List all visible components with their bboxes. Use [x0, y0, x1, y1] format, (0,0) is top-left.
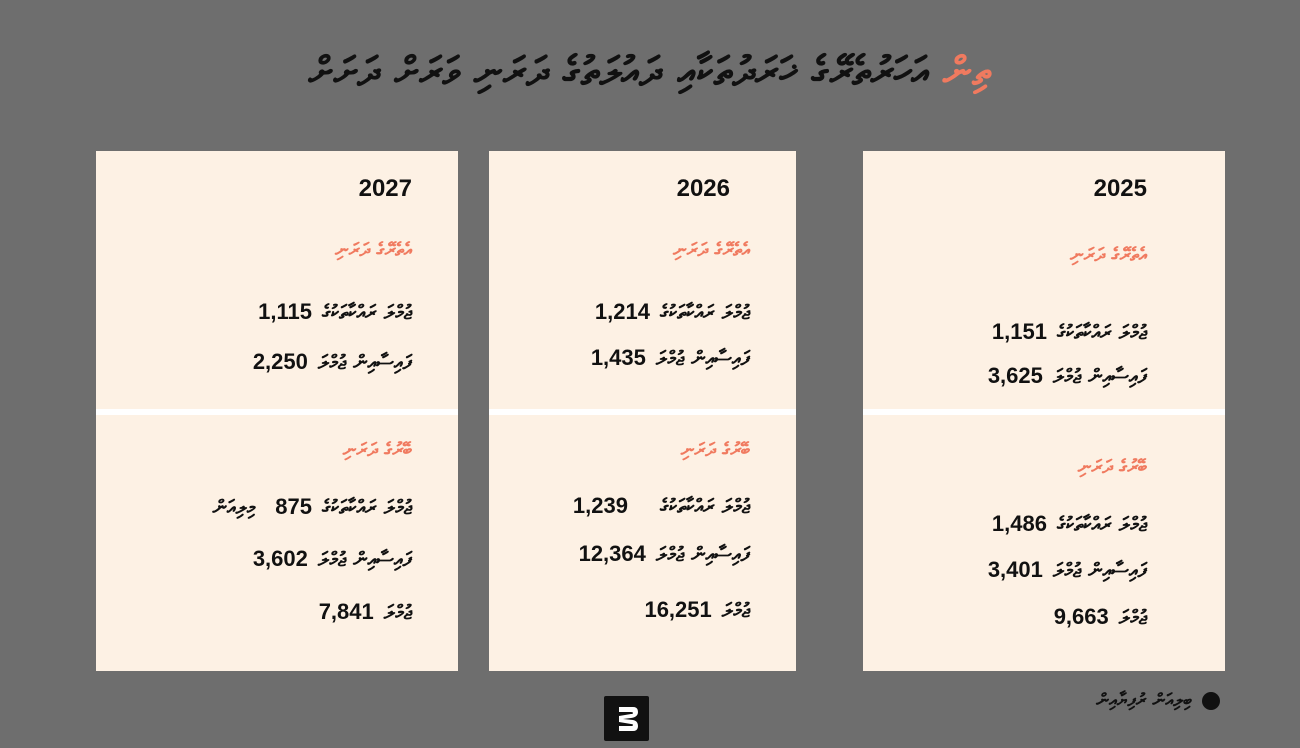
principal-label: ޖުމްލަ ރައްކާތަކުގެ [1056, 320, 1147, 344]
legend-dot-icon [1202, 691, 1220, 710]
domestic-principal-row: ޖުމްލަ ރައްކާތަކުގެ 1,151 [992, 319, 1147, 345]
domestic-interest-row: ފައިސާއިން ޖުމްލަ 3,625 [988, 363, 1147, 389]
domestic-interest-row: ފައިސާއިން ޖުމްލަ 2,250 [253, 349, 412, 375]
total-label: ޖުމްލަ [1118, 605, 1147, 629]
total-row: ޖުމްލަ 16,251 [644, 597, 750, 623]
year-card-2026: 2026 އެތެރޭގެ ދަރަނި ޖުމްލަ ރައްކާތަކުގެ… [489, 151, 796, 671]
brand-logo-icon [604, 696, 649, 741]
foreign-interest-value: 3,602 [252, 546, 308, 571]
interest-label: ފައިސާއިން ޖުމްލަ [1052, 364, 1147, 388]
legend-label: ބިލިއަން ރުފިޔާއިން [1096, 690, 1192, 711]
total-row: ޖުމްލަ 9,663 [1054, 604, 1147, 630]
total-value: 16,251 [644, 597, 712, 622]
foreign-principal-value: 875 [275, 494, 312, 519]
foreign-principal-row: ޖުމްލަ ރައްކާތަކުގެ 1,239 [573, 493, 750, 519]
domestic-principal-value: 1,151 [991, 319, 1047, 344]
domestic-principal-value: 1,214 [594, 299, 650, 324]
brand-logo-glyph-icon [618, 706, 638, 731]
section-divider [863, 409, 1225, 415]
section-divider [489, 409, 796, 415]
interest-label: ފައިސާއިން ޖުމްލަ [1052, 558, 1147, 582]
total-row: ޖުމްލަ 7,841 [319, 599, 412, 625]
interest-label: ފައިސާއިން ޖުމްލަ [317, 350, 412, 374]
principal-label: ޖުމްލަ ރައްކާތަކުގެ [659, 494, 750, 518]
total-value: 7,841 [318, 599, 374, 624]
domestic-interest-row: ފައިސާއިން ޖުމްލަ 1,435 [591, 345, 750, 371]
million-suffix: މިލިއަން [212, 495, 256, 519]
year-card-2027: 2027 އެތެރޭގެ ދަރަނި ޖުމްލަ ރައްކާތަކުގެ… [96, 151, 458, 671]
legend: ބިލިއަން ރުފިޔާއިން [1096, 690, 1220, 711]
foreign-principal-row: ޖުމްލަ ރައްކާތަކުގެ 1,486 [992, 511, 1147, 537]
foreign-principal-value: 1,486 [991, 511, 1047, 536]
domestic-debt-heading: އެތެރޭގެ ދަރަނި [673, 239, 750, 261]
page-title: ތިން އަހަރުތެރޭގެ ޚަރަދުތަކާއި ދައުލަތުގ… [0, 48, 1300, 96]
interest-label: ފައިސާއިން ޖުމްލަ [655, 542, 750, 566]
year-card-2025: 2025 އެތެރޭގެ ދަރަނި ޖުމްލަ ރައްކާތަކުގެ… [863, 151, 1225, 671]
title-accent: ތިން [942, 49, 992, 95]
domestic-principal-row: ޖުމްލަ ރައްކާތަކުގެ 1,214 [595, 299, 750, 325]
interest-label: ފައިސާއިން ޖުމްލަ [317, 547, 412, 571]
foreign-principal-row: ޖުމްލަ ރައްކާތަކުގެ 875 މިލިއަން [213, 494, 412, 520]
total-label: ޖުމްލަ [721, 598, 750, 622]
foreign-interest-row: ފައިސާއިން ޖުމްލަ 12,364 [579, 541, 750, 567]
foreign-interest-value: 12,364 [578, 541, 646, 566]
foreign-debt-heading: ބޭރުގެ ދަރަނި [1077, 456, 1147, 478]
interest-label: ފައިސާއިން ޖުމްލަ [655, 346, 750, 370]
principal-label: ޖުމްލަ ރައްކާތަކުގެ [1056, 512, 1147, 536]
domestic-principal-row: ޖުމްލަ ރައްކާތަކުގެ 1,115 [258, 299, 412, 325]
year-label: 2026 [676, 175, 730, 202]
foreign-debt-heading: ބޭރުގެ ދަރަނި [680, 439, 750, 461]
principal-label: ޖުމްލަ ރައްކާތަކުގެ [321, 495, 412, 519]
year-label: 2025 [1093, 175, 1147, 202]
total-value: 9,663 [1053, 604, 1109, 629]
domestic-principal-value: 1,115 [258, 299, 312, 324]
foreign-interest-row: ފައިސާއިން ޖުމްލަ 3,602 [253, 546, 412, 572]
total-label: ޖުމްލަ [383, 600, 412, 624]
domestic-interest-value: 1,435 [590, 345, 646, 370]
principal-label: ޖުމްލަ ރައްކާތަކުގެ [321, 300, 412, 324]
domestic-debt-heading: އެތެރޭގެ ދަރަނި [1070, 244, 1147, 266]
foreign-interest-row: ފައިސާއިން ޖުމްލަ 3,401 [988, 557, 1147, 583]
title-main: އަހަރުތެރޭގެ ޚަރަދުތަކާއި ދައުލަތުގެ ދަރ… [308, 49, 943, 95]
foreign-interest-value: 3,401 [987, 557, 1043, 582]
domestic-debt-heading: އެތެރޭގެ ދަރަނި [335, 239, 412, 261]
section-divider [96, 409, 458, 415]
domestic-interest-value: 2,250 [252, 349, 308, 374]
foreign-principal-value: 1,239 [572, 493, 628, 518]
principal-label: ޖުމްލަ ރައްކާތަކުގެ [659, 300, 750, 324]
domestic-interest-value: 3,625 [987, 363, 1043, 388]
foreign-debt-heading: ބޭރުގެ ދަރަނި [342, 439, 412, 461]
year-label: 2027 [358, 175, 412, 202]
